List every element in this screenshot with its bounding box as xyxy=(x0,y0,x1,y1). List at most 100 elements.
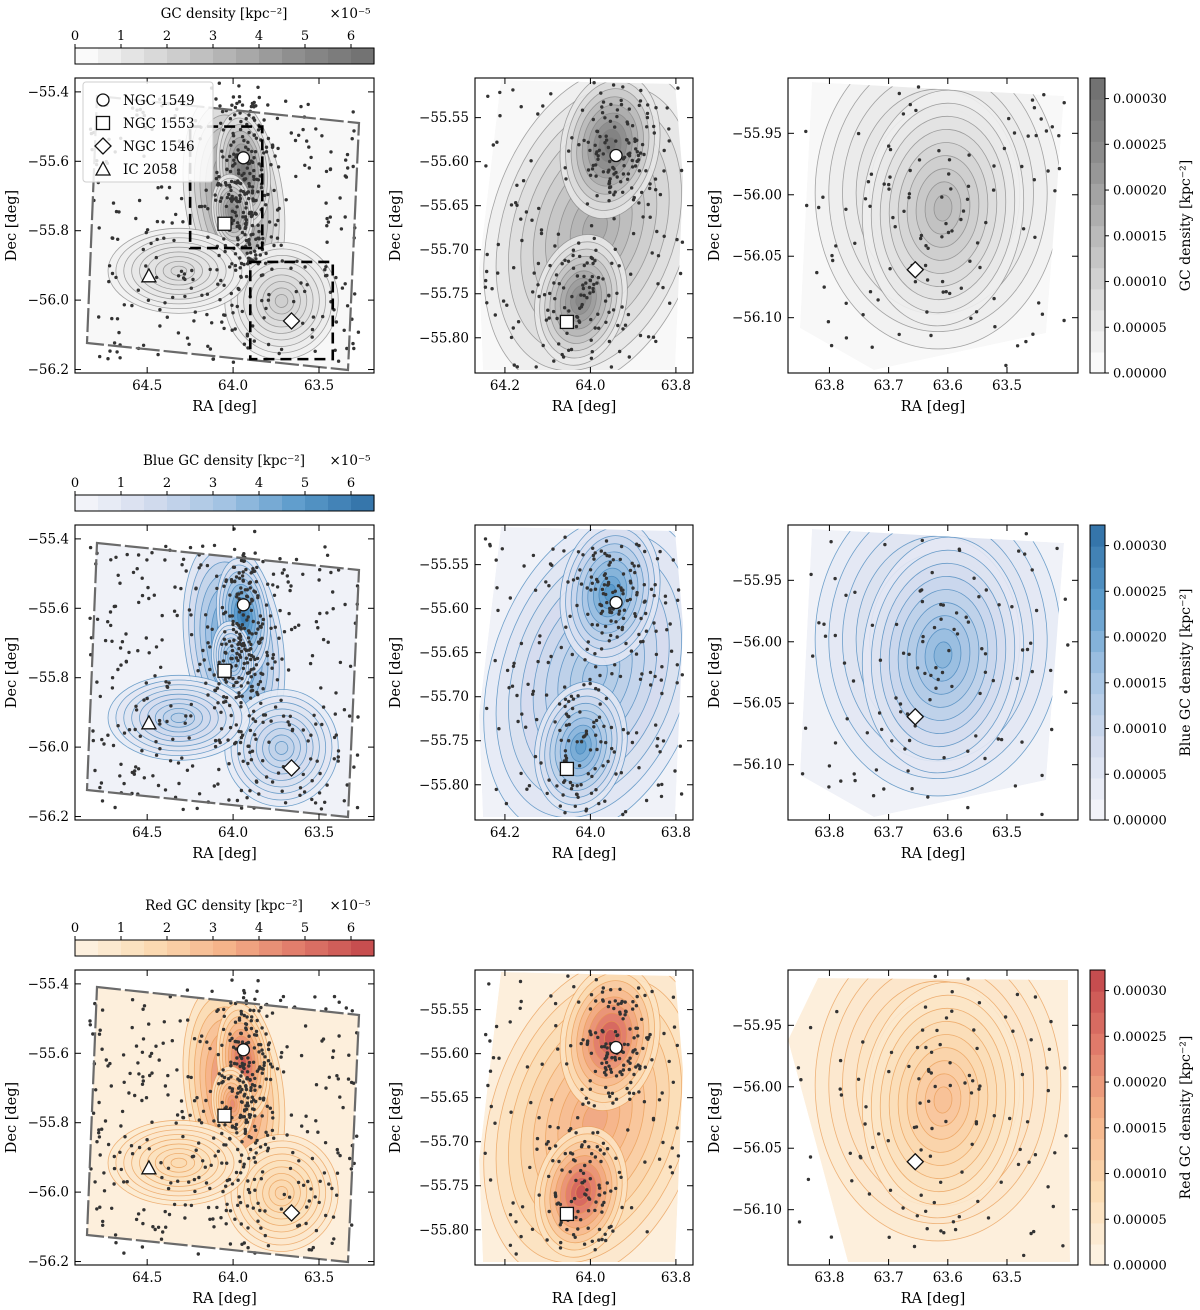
gc-point xyxy=(581,283,585,287)
gc-point xyxy=(901,1206,905,1210)
gc-point xyxy=(265,653,270,658)
gc-point xyxy=(166,1166,171,1171)
gc-point xyxy=(235,205,239,209)
gc-point xyxy=(335,1171,340,1175)
gc-point xyxy=(239,1153,244,1157)
gc-point xyxy=(246,761,250,766)
gc-point xyxy=(297,1159,301,1163)
y-axis-label: Dec [deg] xyxy=(388,190,404,261)
gc-point xyxy=(651,335,656,339)
side-colorbar-tick-label: 0.00025 xyxy=(1113,138,1167,153)
x-axis-label: RA [deg] xyxy=(901,1291,965,1307)
gc-point xyxy=(588,1159,592,1164)
gc-point xyxy=(260,1066,264,1071)
legend-marker-circle xyxy=(96,93,110,107)
gc-point xyxy=(673,769,677,773)
gc-point xyxy=(630,124,635,128)
gc-point xyxy=(246,681,250,685)
gc-point xyxy=(277,351,281,356)
gc-point xyxy=(233,1020,238,1024)
gc-point xyxy=(515,365,519,369)
gc-point xyxy=(271,572,276,576)
y-tick-label: −55.60 xyxy=(419,1046,469,1062)
gc-point xyxy=(141,1079,145,1083)
gc-point xyxy=(128,1071,132,1076)
gc-point xyxy=(165,684,169,689)
gc-point xyxy=(583,1163,587,1168)
gc-point xyxy=(249,675,254,679)
gc-point xyxy=(205,312,209,317)
gc-point xyxy=(613,125,617,129)
gc-point xyxy=(199,563,203,567)
gc-point xyxy=(580,1181,584,1185)
gc-point xyxy=(539,228,544,232)
gc-point xyxy=(616,584,621,588)
x-tick-label: 63.8 xyxy=(814,1270,844,1286)
gc-point xyxy=(652,124,656,129)
gc-point xyxy=(183,721,187,725)
gc-point xyxy=(623,1013,627,1017)
gc-point xyxy=(631,1049,635,1053)
gc-point xyxy=(208,645,212,649)
gc-point xyxy=(192,1177,197,1182)
gc-point xyxy=(548,263,552,268)
gc-point xyxy=(638,151,643,155)
gc-point xyxy=(592,725,596,729)
gc-point xyxy=(121,1053,126,1057)
gc-point xyxy=(600,111,605,115)
gc-point xyxy=(1016,1162,1021,1167)
panel-middle-row-all: 64.2 64.0 63.8−55.55−55.60−55.65−55.70−55.… xyxy=(388,77,694,415)
gc-point xyxy=(865,731,869,735)
gc-point xyxy=(239,591,244,595)
gc-point xyxy=(244,656,249,660)
gc-point xyxy=(239,735,244,740)
gc-point xyxy=(645,115,650,120)
gc-point xyxy=(259,625,263,629)
gc-point xyxy=(541,104,545,108)
gc-point xyxy=(246,147,250,152)
gc-point xyxy=(500,547,504,551)
gc-point xyxy=(642,1100,647,1104)
gc-point xyxy=(230,978,234,982)
gc-point xyxy=(804,129,808,134)
gc-point xyxy=(172,238,176,243)
gc-point xyxy=(984,588,988,592)
gc-point xyxy=(243,1131,247,1136)
gc-point xyxy=(1012,131,1017,135)
galaxy-marker-ngc-1549 xyxy=(609,148,623,163)
gc-point xyxy=(124,660,129,664)
gc-point xyxy=(833,741,838,745)
gc-point xyxy=(509,335,514,340)
gc-point xyxy=(615,291,619,295)
gc-point xyxy=(106,1142,111,1147)
gc-point xyxy=(665,106,669,110)
gc-point xyxy=(587,1145,591,1149)
gc-point xyxy=(223,249,227,254)
gc-point xyxy=(248,789,252,793)
gc-point xyxy=(356,715,360,719)
gc-point xyxy=(547,584,551,588)
gc-point xyxy=(344,158,348,162)
gc-point xyxy=(594,686,598,691)
gc-point xyxy=(233,162,237,166)
gc-point xyxy=(648,215,652,219)
gc-point xyxy=(589,791,594,795)
gc-point xyxy=(299,104,303,109)
side-colorbar-band xyxy=(1090,651,1105,674)
gc-point xyxy=(992,296,996,301)
gc-point xyxy=(158,324,162,328)
gc-point xyxy=(242,626,247,631)
gc-point xyxy=(102,1189,107,1193)
gc-point xyxy=(621,172,626,176)
gc-point xyxy=(155,219,160,224)
gc-point xyxy=(252,100,256,105)
gc-point xyxy=(291,1150,295,1155)
gc-point xyxy=(925,310,929,314)
gc-point xyxy=(591,261,595,266)
gc-point xyxy=(187,608,192,612)
gc-point xyxy=(335,1074,339,1078)
gc-point xyxy=(975,1046,979,1051)
gc-point xyxy=(239,788,244,793)
gc-point xyxy=(161,220,165,224)
gc-point xyxy=(929,673,933,678)
